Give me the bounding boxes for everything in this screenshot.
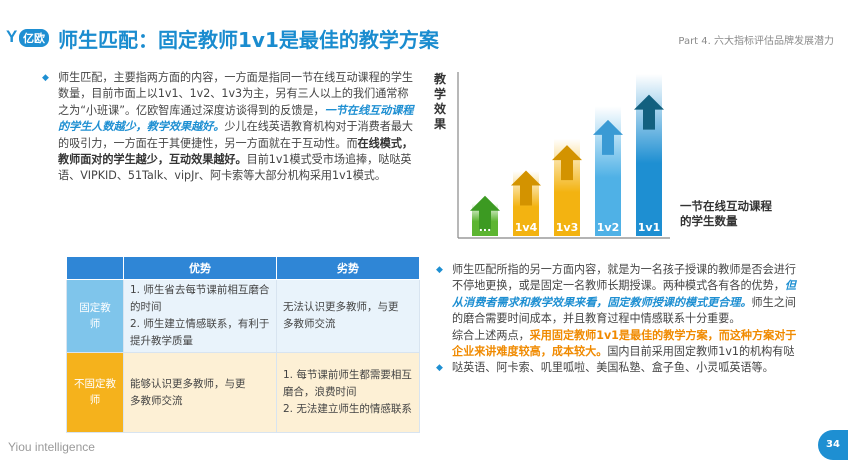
page-title: 师生匹配：固定教师1v1是最佳的教学方案 (58, 28, 439, 52)
row-label-text: 不固定教师 (74, 378, 116, 406)
bar-arrow-icon (470, 195, 500, 231)
table-header-blank (66, 256, 124, 280)
right-text-b1-tail: 师生之间的磨合需要时间成本，并且教育过程中情感联系十分重要。 (452, 295, 796, 326)
chart-x-label-line2: 的学生数量 (680, 214, 738, 228)
row-label-fixed: 固定教师 (66, 279, 124, 353)
bullet-diamond-icon: ◆ (42, 73, 49, 83)
left-paragraph: 师生匹配，主要指两方面的内容，一方面是指同一节在线互动课程的学生数量，目前市面上… (58, 70, 418, 185)
cell-unfixed-cons: 1. 每节课前师生都需要相互磨合，浪费时间 2. 无法建立师生的情感联系 (276, 352, 420, 433)
right-text-b1: 师生匹配所指的另一方面内容，就是为一名孩子授课的教师是否会进行不停地更换，或是固… (452, 263, 796, 293)
bar-arrow-icon (552, 145, 582, 181)
right-text-b2-highlight: 采用固定教师1v1是最佳的教学方案，而这种方案对于企业来讲难度较高，成本较大。 (452, 328, 797, 359)
bar-arrow-icon (634, 94, 664, 130)
yiou-logo: Y 亿欧 (6, 27, 49, 47)
chart-category-label: 1v2 (597, 221, 619, 234)
table-row: 固定教师 1. 师生省去每节课前相互磨合的时间 2. 师生建立情感联系，有利于提… (66, 279, 420, 353)
teaching-effect-chart: 教学效果 ... 1v4 1v3 1v2 1v1 一节在线互动课程 的学生数量 (430, 66, 840, 246)
chart-category-label: ... (479, 221, 492, 234)
chart-category-label: 1v3 (556, 221, 578, 234)
row-label-unfixed: 不固定教师 (66, 352, 124, 433)
left-text-p1: 师生匹配，主要指两方面的内容，一方面是指同一节在线互动课程的学生数量，目前市面上… (58, 71, 414, 117)
table-header-cons: 劣势 (276, 256, 420, 280)
right-text-b1-highlight: 但从消费者需求和教学效果来看，固定教师授课的模式更合理。 (452, 279, 796, 309)
cell-text: 能够认识更多教师，与更多教师交流 (130, 377, 246, 407)
chart-x-label-line1: 一节在线互动课程 (680, 199, 772, 213)
part-label: Part 4. 六大指标评估品牌发展潜力 (678, 36, 834, 47)
right-bullet-2: 综合上述两点，采用固定教师1v1是最佳的教学方案，而这种方案对于企业来讲难度较高… (452, 328, 804, 377)
bar-arrow-icon (511, 170, 541, 206)
right-text-b2-tail: 国内目前采用固定教师1v1的机构有哒哒英语、阿卡索、叽里呱啦、美国私塾、盒子鱼、… (452, 345, 795, 375)
bar-arrow-icon (593, 119, 623, 155)
table-header-pros: 优势 (123, 256, 277, 280)
footer-brand: Yiou intelligence (8, 440, 95, 454)
page-number: 34 (818, 430, 848, 460)
cell-text: 1. 每节课前师生都需要相互磨合，浪费时间 2. 无法建立师生的情感联系 (283, 369, 412, 415)
table-row: 不固定教师 能够认识更多教师，与更多教师交流 1. 每节课前师生都需要相互磨合，… (66, 352, 420, 433)
page-header: Y 亿欧 师生匹配：固定教师1v1是最佳的教学方案 Part 4. 六大指标评估… (0, 0, 848, 60)
table-header-row: 优势 劣势 (66, 256, 420, 280)
logo-mark: Y (6, 27, 18, 46)
logo-text: 亿欧 (19, 29, 49, 47)
left-text-bold: 在线模式，教师面对的学生越少，互动效果越好。 (58, 136, 414, 167)
left-text-p3: 目前1v1模式受市场追捧，哒哒英语、VIPKID、51Talk、vipJr、阿卡… (58, 153, 412, 183)
left-text-highlight: 一节在线互动课程的学生人数越少，教学效果越好。 (58, 103, 414, 134)
cell-text: 1. 师生省去每节课前相互磨合的时间 2. 师生建立情感联系，有利于提升教学质量 (130, 284, 270, 347)
comparison-table: 优势 劣势 固定教师 1. 师生省去每节课前相互磨合的时间 2. 师生建立情感联… (66, 256, 420, 433)
left-text-p2: 少儿在线英语教育机构对于消费者最大的吸引力，一方面在于其便捷性，另一方面就在于互… (58, 120, 414, 150)
row-label-text: 固定教师 (79, 301, 111, 330)
bullet-diamond-icon: ◆ (436, 363, 443, 373)
cell-fixed-cons: 无法认识更多教师，与更多教师交流 (276, 279, 420, 353)
cell-unfixed-pros: 能够认识更多教师，与更多教师交流 (123, 352, 277, 433)
cell-fixed-pros: 1. 师生省去每节课前相互磨合的时间 2. 师生建立情感联系，有利于提升教学质量 (123, 279, 277, 353)
bullet-diamond-icon: ◆ (436, 265, 443, 275)
cell-text: 无法认识更多教师，与更多教师交流 (283, 301, 399, 330)
chart-category-label: 1v4 (515, 221, 538, 234)
chart-canvas: ... 1v4 1v3 1v2 1v1 一节在线互动课程 的学生数量 (457, 72, 772, 239)
chart-y-label: 教学效果 (434, 72, 447, 131)
chart-category-label: 1v1 (638, 221, 660, 234)
right-text-b2: 综合上述两点， (452, 328, 530, 342)
right-bullet-1: 师生匹配所指的另一方面内容，就是为一名孩子授课的教师是否会进行不停地更换，或是固… (452, 262, 804, 328)
right-paragraphs: 师生匹配所指的另一方面内容，就是为一名孩子授课的教师是否会进行不停地更换，或是固… (452, 262, 804, 377)
